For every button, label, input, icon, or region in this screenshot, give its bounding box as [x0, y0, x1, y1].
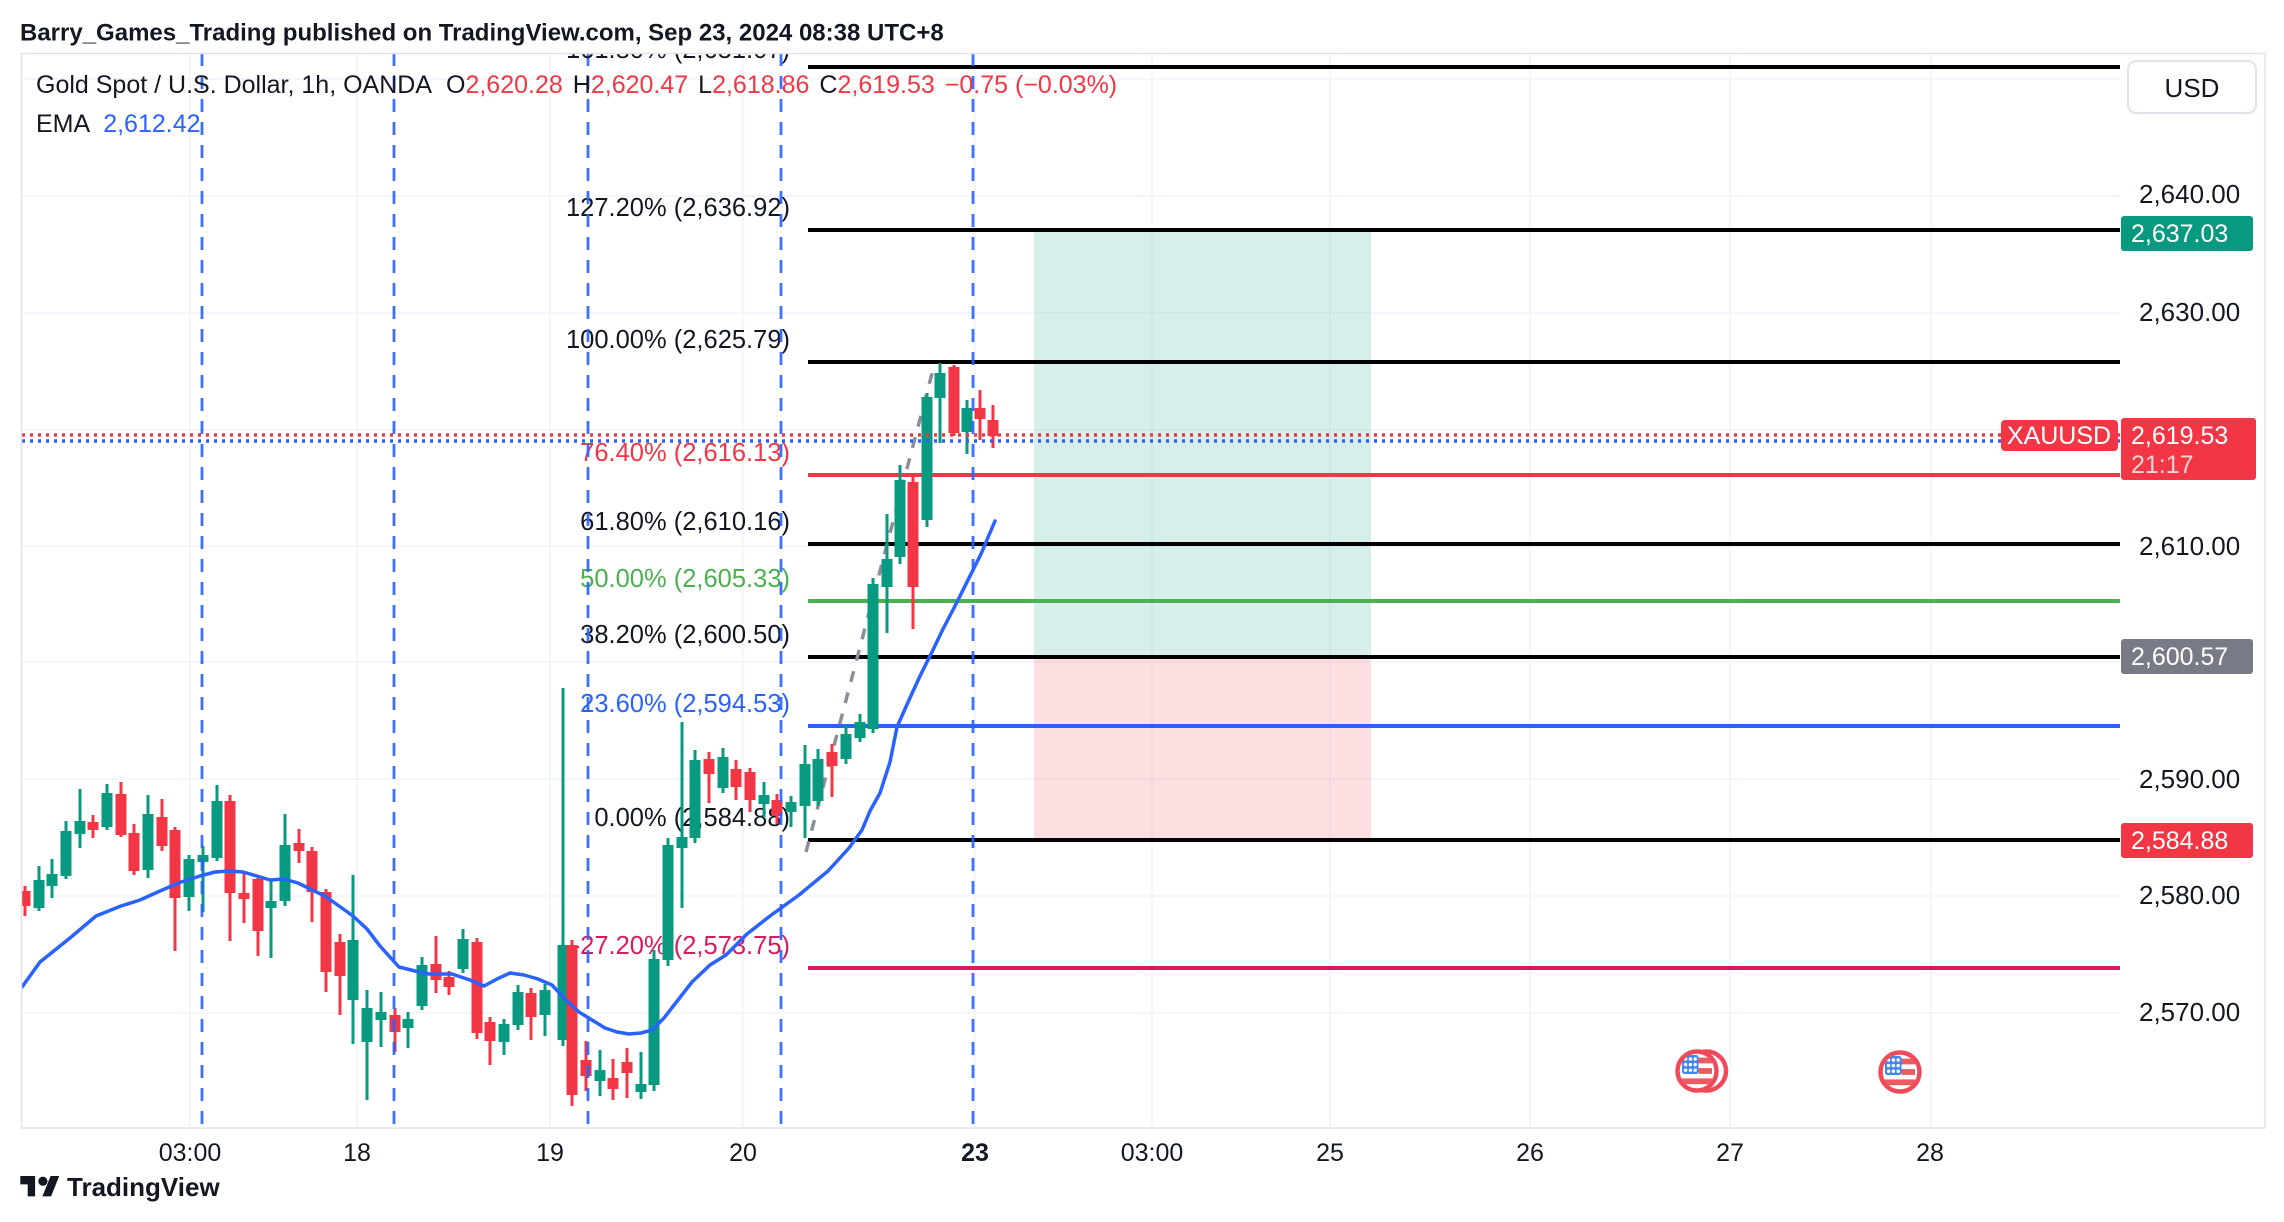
svg-text:19: 19 [536, 1139, 564, 1167]
svg-text:50.00% (2,605.33): 50.00% (2,605.33) [580, 565, 790, 593]
svg-text:2,619.53: 2,619.53 [2131, 422, 2228, 450]
svg-text:23.60% (2,594.53): 23.60% (2,594.53) [580, 690, 790, 718]
svg-text:76.40% (2,616.13): 76.40% (2,616.13) [580, 439, 790, 467]
svg-text:27: 27 [1716, 1139, 1744, 1167]
svg-text:61.80% (2,610.16): 61.80% (2,610.16) [580, 508, 790, 536]
svg-text:Barry_Games_Trading published: Barry_Games_Trading published on Trading… [20, 20, 944, 47]
svg-text:2,637.03: 2,637.03 [2131, 220, 2228, 248]
svg-text:Gold Spot / U.S. Dollar, 1h, O: Gold Spot / U.S. Dollar, 1h, OANDA O2,620… [36, 71, 1117, 99]
svg-text:XAUUSD: XAUUSD [2007, 422, 2111, 450]
svg-text:2,580.00: 2,580.00 [2139, 880, 2240, 910]
svg-text:20: 20 [729, 1139, 757, 1167]
svg-text:2,640.00: 2,640.00 [2139, 179, 2240, 209]
svg-text:2,590.00: 2,590.00 [2139, 764, 2240, 794]
svg-text:25: 25 [1316, 1139, 1344, 1167]
svg-text:161.80% (2,651.07): 161.80% (2,651.07) [566, 36, 790, 64]
svg-text:TradingView: TradingView [67, 1172, 220, 1202]
svg-text:23: 23 [961, 1139, 989, 1167]
svg-text:38.20% (2,600.50): 38.20% (2,600.50) [580, 621, 790, 649]
svg-text:28: 28 [1916, 1139, 1944, 1167]
svg-text:26: 26 [1516, 1139, 1544, 1167]
svg-text:21:17: 21:17 [2131, 451, 2194, 479]
svg-text:03:00: 03:00 [159, 1139, 222, 1167]
svg-text:127.20% (2,636.92): 127.20% (2,636.92) [566, 194, 790, 222]
svg-text:100.00% (2,625.79): 100.00% (2,625.79) [566, 326, 790, 354]
svg-text:18: 18 [343, 1139, 371, 1167]
svg-text:USD: USD [2165, 73, 2220, 103]
svg-text:2,600.57: 2,600.57 [2131, 643, 2228, 671]
svg-text:2,630.00: 2,630.00 [2139, 297, 2240, 327]
svg-text:-27.20% (2,573.75): -27.20% (2,573.75) [572, 932, 790, 960]
svg-text:2,610.00: 2,610.00 [2139, 531, 2240, 561]
svg-text:2,584.88: 2,584.88 [2131, 827, 2228, 855]
svg-text:03:00: 03:00 [1121, 1139, 1184, 1167]
svg-text:2,570.00: 2,570.00 [2139, 997, 2240, 1027]
